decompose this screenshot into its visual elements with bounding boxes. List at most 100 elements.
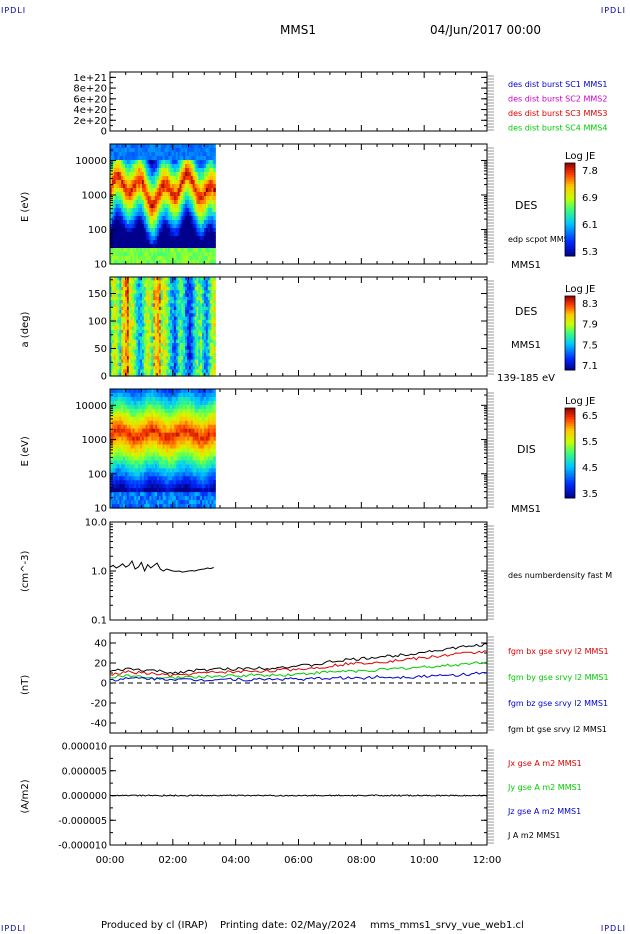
dis_energy-colorbar-tick: 5.5 <box>582 437 598 448</box>
des_pitch-colorbar-frame <box>564 295 576 371</box>
fgm-series-bt <box>109 642 488 675</box>
x-tick-label: 06:00 <box>284 855 313 866</box>
x-tick-label: 00:00 <box>96 855 125 866</box>
fgm-series-bx <box>109 650 488 678</box>
fgm-series-by <box>109 661 488 680</box>
dis-energy-spacecraft-label: MMS1 <box>511 504 541 515</box>
fgm-y-tick-label: 20 <box>94 659 107 670</box>
des_energy-colorbar <box>565 163 575 257</box>
des_energy-y-tick-label: 10000 <box>75 156 107 167</box>
current-y-label: (A/m2) <box>20 779 31 813</box>
dis_energy-y-tick-label: 10 <box>94 504 107 515</box>
burst_flags-y-tick-label: 4e+20 <box>73 105 107 116</box>
current-y-tick-label: -0.000005 <box>58 816 107 827</box>
density-y-label: (cm^-3) <box>20 551 31 592</box>
fgm-legend-bz: fgm bz gse srvy l2 MMS1 <box>508 699 608 708</box>
density-series-line <box>109 559 214 573</box>
dis_energy-colorbar-tick: 3.5 <box>582 489 598 500</box>
burst-legend-3: des dist burst SC3 MMS3 <box>508 109 607 118</box>
dis_energy-y-tick-label: 1000 <box>82 435 107 446</box>
des_pitch-y-tick-label: 0 <box>101 372 107 383</box>
fgm-series-bz <box>109 671 488 682</box>
fgm-legend-bt: fgm bt gse srvy l2 MMS1 <box>508 725 607 734</box>
des_energy-spectrogram <box>110 144 216 265</box>
dis_energy-colorbar-title: Log JE <box>565 396 595 407</box>
burst_flags-frame <box>109 71 488 132</box>
current-series-line <box>109 794 488 797</box>
des_pitch-colorbar-tick: 7.1 <box>582 361 598 372</box>
fgm-legend-bx: fgm bx gse srvy l2 MMS1 <box>508 647 609 656</box>
spacecraft-title: MMS1 <box>280 23 316 37</box>
x-tick-label: 04:00 <box>221 855 250 866</box>
burst_flags-y-tick-label: 6e+20 <box>73 94 107 105</box>
fgm-y-tick-label: 0 <box>101 679 107 690</box>
des_pitch-colorbar-tick: 7.5 <box>582 340 598 351</box>
fgm-y-tick-label: -40 <box>91 719 107 730</box>
burst-legend-2: des dist burst SC2 MMS2 <box>508 95 607 104</box>
current-legend-bt: J A m2 MMS1 <box>507 831 560 840</box>
current-y-tick-label: 0.000005 <box>62 766 107 777</box>
des_energy-colorbar-tick: 7.8 <box>582 166 598 177</box>
des_pitch-colorbar <box>565 296 575 371</box>
des_energy-y-tick-label: 10 <box>94 260 107 271</box>
des-energy-spacecraft-label: MMS1 <box>511 260 541 271</box>
x-tick-label: 08:00 <box>347 855 376 866</box>
corner-mark-bottom-right: IPDLI <box>600 924 626 933</box>
fgm-y-label: (nT) <box>20 675 31 695</box>
des_pitch-y-label: a (deg) <box>20 311 31 347</box>
dis_energy-y-tick-label: 10000 <box>75 401 107 412</box>
des_pitch-y-tick-label: 150 <box>88 289 107 300</box>
des_energy-colorbar-tick: 6.1 <box>582 220 598 231</box>
date-title: 04/Jun/2017 00:00 <box>430 23 542 37</box>
current-y-tick-label: 0.000010 <box>62 742 107 753</box>
dis_energy-y-label: E (eV) <box>20 436 31 466</box>
footer-produced-by: Produced by cl (IRAP) <box>101 920 208 931</box>
des-pitch-spacecraft-label: MMS1 <box>511 340 541 351</box>
des_pitch-spectrogram <box>110 277 216 377</box>
x-tick-label: 10:00 <box>410 855 439 866</box>
burst-legend-4: des dist burst SC4 MMS4 <box>508 124 607 133</box>
des-pitch-label: DES <box>515 305 537 318</box>
des_pitch-colorbar-tick: 8.3 <box>582 299 598 310</box>
current-legend-by: Jy gse A m2 MMS1 <box>507 783 582 792</box>
current-legend-bz: Jz gse A m2 MMS1 <box>507 807 581 816</box>
dis_energy-y-tick-label: 100 <box>88 469 107 480</box>
des_pitch-colorbar-tick: 7.9 <box>582 320 598 331</box>
des_energy-colorbar-title: Log JE <box>565 151 595 162</box>
footer-script-name: mms_mms1_srvy_vue_web1.cl <box>370 920 524 931</box>
corner-mark-bottom-left: IPDLI <box>1 924 27 933</box>
des_energy-y-tick-label: 1000 <box>82 190 107 201</box>
dis_energy-spectrogram <box>110 389 216 509</box>
current-y-tick-label: -0.000010 <box>58 841 107 852</box>
current-legend-bx: Jx gse A m2 MMS1 <box>507 759 582 768</box>
density-y-tick-label: 0.1 <box>91 616 107 627</box>
corner-mark-top-right: IPDLI <box>600 6 626 15</box>
burst_flags-y-tick-label: 0 <box>101 127 107 138</box>
dis_energy-colorbar-frame <box>564 407 576 499</box>
corner-mark-top-left: IPDLI <box>1 6 27 15</box>
des_energy-colorbar-tick: 6.9 <box>582 193 598 204</box>
x-tick-label: 02:00 <box>158 855 187 866</box>
dis_energy-colorbar <box>565 408 575 499</box>
burst_flags-y-tick-label: 1e+21 <box>73 73 107 84</box>
dis-energy-label: DIS <box>517 443 536 456</box>
fgm-legend-by: fgm by gse srvy l2 MMS1 <box>508 673 609 682</box>
des-pitch-energy-range: 139-185 eV <box>497 373 555 384</box>
des_energy-colorbar-tick: 5.3 <box>582 247 598 258</box>
fgm-y-tick-label: 40 <box>94 639 107 650</box>
des_pitch-colorbar-title: Log JE <box>565 284 595 295</box>
density-frame <box>109 521 488 621</box>
burst_flags-y-tick-label: 8e+20 <box>73 84 107 95</box>
density-legend: des numberdensity fast M <box>508 571 612 580</box>
des_energy-colorbar-frame <box>564 162 576 257</box>
density-y-tick-label: 10.0 <box>85 518 107 529</box>
des_pitch-y-tick-label: 100 <box>88 317 107 328</box>
burst-legend-1: des dist burst SC1 MMS1 <box>508 80 607 89</box>
des_energy-y-tick-label: 100 <box>88 225 107 236</box>
des_pitch-y-tick-label: 50 <box>94 344 107 355</box>
burst_flags-y-tick-label: 2e+20 <box>73 116 107 127</box>
density-y-tick-label: 1.0 <box>91 567 107 578</box>
dis_energy-colorbar-tick: 4.5 <box>582 463 598 474</box>
footer-printing-date: Printing date: 02/May/2024 <box>220 920 357 931</box>
